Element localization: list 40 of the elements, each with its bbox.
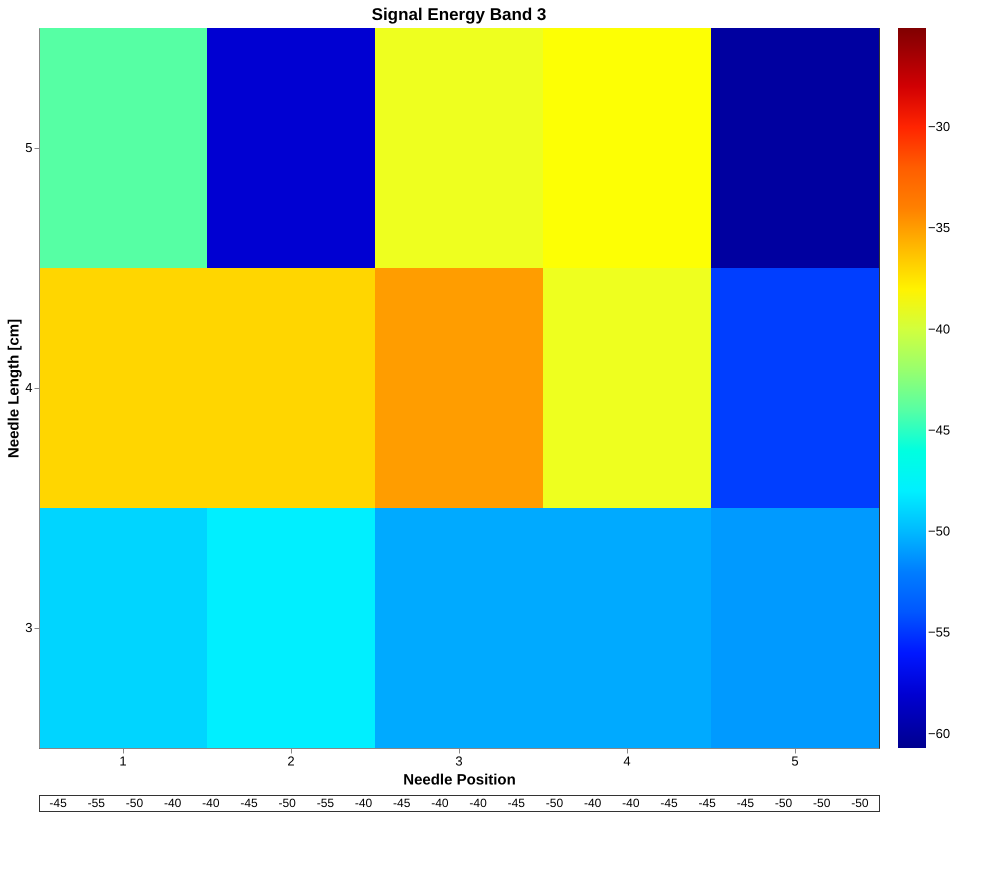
text: -55 [316, 796, 334, 810]
text: -50 [813, 796, 831, 810]
y-axis-title: Needle Length [cm] [5, 318, 22, 458]
color-bar-label: −30 [928, 119, 950, 134]
y-tick-label: 3 [25, 620, 32, 635]
text: -50 [774, 796, 793, 810]
y-tick-label: 5 [25, 140, 32, 155]
chart-title: Signal Energy Band 3 [372, 5, 546, 24]
text: -45 [49, 796, 68, 810]
text: -40 [354, 796, 373, 810]
text: -45 [508, 796, 526, 810]
text: -45 [698, 796, 716, 810]
text: -40 [202, 796, 220, 810]
text: -50 [546, 796, 564, 810]
text: -45 [660, 796, 678, 810]
color-bar-label: −40 [928, 321, 950, 336]
y-tick-label: 4 [25, 380, 32, 395]
x-tick-label: 2 [287, 754, 295, 768]
color-bar-label: −55 [928, 624, 950, 640]
x-tick-label: 5 [791, 754, 799, 768]
text: -45 [393, 796, 411, 810]
text: -40 [431, 796, 449, 810]
color-bar-label: −50 [928, 524, 950, 539]
text: -50 [278, 796, 296, 810]
color-bar-label: −35 [928, 220, 950, 236]
color-bar-label: −45 [928, 422, 950, 438]
x-tick-label: 3 [455, 754, 463, 768]
text: -40 [622, 796, 640, 810]
text: -45 [736, 796, 754, 810]
x-axis-title: Needle Position [403, 772, 516, 788]
text: -50 [851, 796, 869, 810]
text: -55 [88, 796, 106, 810]
text: -40 [584, 796, 602, 810]
x-tick-label: 4 [623, 754, 631, 768]
text: -50 [126, 796, 144, 810]
text: -40 [469, 796, 488, 810]
text: -40 [164, 796, 182, 810]
x-tick-label: 1 [119, 754, 127, 768]
text: -45 [240, 796, 258, 810]
color-bar-label: −60 [928, 726, 950, 741]
